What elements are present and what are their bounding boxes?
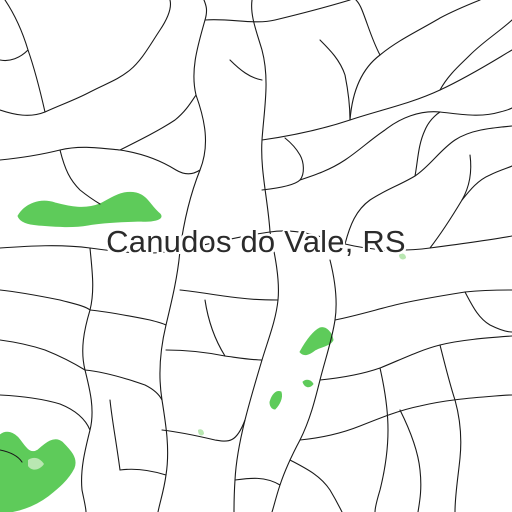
river-south-8 [233,231,279,512]
river-south-15 [299,394,512,441]
river-south-13 [334,289,512,321]
river-south-7 [84,369,163,401]
river-south-16 [439,344,462,512]
river-north-5 [349,0,481,121]
river-north-6 [119,94,197,151]
vegetation-patch-southwest [0,431,76,512]
river-north-14 [59,149,101,205]
river-north-17 [319,39,351,121]
river-north-16 [229,59,263,81]
river-south-10 [165,349,263,361]
river-north-2 [261,49,512,141]
vegetation-areas [0,191,334,512]
river-north-15 [0,49,29,62]
river-south-9 [179,289,279,301]
river-south-3 [0,339,86,371]
river-south-20 [119,468,167,476]
vegetation-areas-light [28,253,406,470]
river-north-11 [261,137,304,191]
river-north-7 [0,146,201,175]
river-south-2 [0,289,91,311]
place-label: Canudos do Vale, RS [106,224,406,259]
river-south-14 [319,335,512,381]
river-north-9 [4,0,46,113]
river-south-11 [161,419,246,442]
vegetation-patch-east-3 [302,379,314,388]
river-north-13 [414,111,441,177]
river-north-3 [179,0,208,251]
river-south-12 [271,259,337,512]
river-north-18 [439,19,512,91]
vegetation-patch-small-2 [399,253,406,260]
river-south-19 [234,477,281,486]
river-south-17 [374,367,389,512]
river-south-24 [109,399,121,471]
river-south-5 [157,249,181,512]
vegetation-patch-small [198,429,204,436]
river-south-18 [399,409,422,512]
vegetation-patch-east-2 [269,391,282,410]
river-south-21 [0,449,23,463]
river-north-1 [251,0,271,233]
vegetation-patch-east-1 [299,327,334,356]
river-south-6 [89,309,167,326]
river-north-21 [429,154,472,249]
vegetation-patch-west [17,191,162,228]
river-south-4 [0,394,91,431]
river-south-22 [464,291,512,333]
river-north-8 [0,0,172,116]
river-north-20 [461,165,512,201]
vegetation-patch-southwest-light [28,457,44,470]
river-north-19 [355,0,381,56]
river-south-23 [204,299,226,357]
river-north-4 [204,0,351,23]
river-south-25 [289,459,343,512]
river-south-1 [81,247,94,512]
river-north-10 [299,107,512,181]
